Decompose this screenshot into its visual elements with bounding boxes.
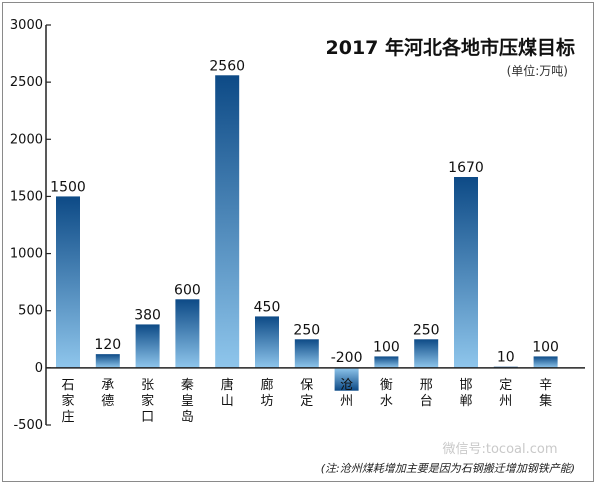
value-label: -200: [331, 350, 363, 366]
value-label: 450: [254, 299, 281, 315]
bar-11: [454, 177, 478, 368]
bar-5: [215, 75, 240, 368]
bars-group: [56, 75, 558, 391]
bar-4: [175, 299, 200, 368]
category-label: 衡水: [380, 378, 393, 409]
footnote: (注:沧州煤耗增加主要是因为石钢搬迁增加钢铁产能): [321, 462, 575, 475]
value-label: 250: [413, 322, 440, 338]
category-label: 辛集: [539, 378, 552, 409]
category-label: 邢台: [420, 378, 433, 409]
bar-7: [294, 339, 319, 368]
category-label: 张家口: [141, 378, 154, 425]
value-label: 100: [373, 339, 400, 355]
y-tick-label: 1500: [10, 189, 43, 204]
category-label: 石家庄: [61, 378, 74, 425]
bar-3: [135, 324, 160, 368]
bar-6: [255, 316, 279, 368]
value-label: 1500: [50, 179, 86, 195]
value-label: 120: [94, 337, 121, 353]
y-tick-label: 500: [18, 304, 43, 319]
bar-2: [95, 354, 120, 368]
y-tick-label: 0: [35, 361, 43, 376]
value-label: 100: [532, 339, 559, 355]
y-tick-label: -500: [13, 418, 43, 433]
value-label: 2560: [209, 58, 245, 74]
value-label: 600: [174, 282, 201, 298]
value-label: 250: [293, 322, 320, 338]
unit-label: (单位:万吨): [507, 63, 568, 78]
value-label: 10: [497, 350, 515, 366]
y-tick-label: 2500: [10, 75, 43, 90]
y-tick-label: 2000: [10, 132, 43, 147]
bar-9: [374, 356, 399, 368]
y-axis: -500 0 500 1000 1500 2000 2500 3000: [10, 18, 51, 433]
value-labels-group: 1500 120 380 600 2560 450 250 -200 100 250 1670 10 1…: [50, 58, 559, 366]
chart-title: 2017 年河北各地市压煤目标: [326, 36, 576, 59]
y-tick-label: 3000: [10, 18, 43, 33]
bar-13: [533, 356, 558, 368]
chart-frame: [2, 2, 594, 482]
category-label: 廊坊: [260, 377, 273, 409]
bar-1: [56, 196, 80, 368]
value-label: 1670: [448, 160, 484, 176]
category-label: 唐山: [221, 377, 234, 409]
category-label: 秦皇岛: [181, 378, 194, 425]
category-label: 定州: [499, 378, 512, 409]
watermark: 微信号:tocoal.com: [442, 442, 557, 457]
bar-8: [334, 367, 359, 391]
category-label: 沧州: [340, 377, 353, 409]
y-tick-label: 1000: [10, 247, 43, 262]
category-label: 承德: [101, 378, 114, 409]
value-label: 380: [134, 307, 161, 323]
bar-10: [414, 339, 439, 368]
category-label: 保定: [300, 378, 313, 409]
category-label: 邯郸: [459, 378, 472, 409]
